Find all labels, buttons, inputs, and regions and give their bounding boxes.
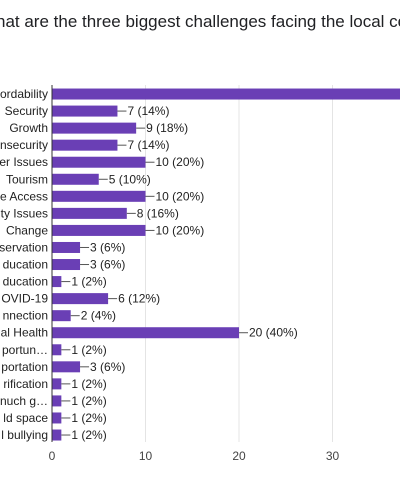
data-label: 3 (6%) xyxy=(90,240,125,254)
data-label: 3 (6%) xyxy=(90,258,125,272)
category-label: ducation xyxy=(3,258,48,272)
data-label: 1 (2%) xyxy=(71,343,106,357)
category-label: OVID-19 xyxy=(1,292,48,306)
bar xyxy=(52,156,146,168)
bar xyxy=(52,310,71,322)
bar xyxy=(52,293,109,305)
data-label: 3 (6%) xyxy=(90,360,125,374)
x-tick-label: 0 xyxy=(49,449,56,463)
category-label: Security xyxy=(5,104,48,118)
data-label: 20 (40%) xyxy=(249,326,298,340)
category-label: portun… xyxy=(2,343,48,357)
bar xyxy=(52,276,62,288)
category-label: portation xyxy=(1,360,48,374)
data-label: 10 (20%) xyxy=(156,155,205,169)
bar xyxy=(52,241,81,253)
bar xyxy=(52,395,62,407)
data-label: 2 (4%) xyxy=(81,309,116,323)
data-label: 7 (14%) xyxy=(127,138,169,152)
category-label: ordability xyxy=(0,87,48,101)
data-label: 1 (2%) xyxy=(71,377,106,391)
bar xyxy=(52,139,118,151)
category-label: l bullying xyxy=(1,428,48,442)
bar xyxy=(52,344,62,356)
category-label: ducation xyxy=(3,275,48,289)
data-label: 5 (10%) xyxy=(109,172,151,186)
category-label: ld space xyxy=(3,411,48,425)
bar xyxy=(52,207,127,219)
bar xyxy=(52,122,137,134)
bar xyxy=(52,361,81,373)
category-label: nuch g… xyxy=(0,394,48,408)
category-label: al Health xyxy=(1,326,48,340)
category-label: rification xyxy=(3,377,48,391)
data-label: 1 (2%) xyxy=(71,275,106,289)
bar xyxy=(52,105,118,117)
bar xyxy=(52,378,62,390)
bar xyxy=(52,327,239,339)
category-label: e Access xyxy=(0,189,48,203)
category-label: ty Issues xyxy=(1,206,48,220)
data-label: 7 (14%) xyxy=(127,104,169,118)
bar xyxy=(52,88,400,100)
category-label: nsecurity xyxy=(0,138,48,152)
data-label: 8 (16%) xyxy=(137,206,179,220)
chart-title: hat are the three biggest challenges fac… xyxy=(0,12,400,31)
bar xyxy=(52,224,146,236)
category-label: Growth xyxy=(9,121,48,135)
x-tick-label: 30 xyxy=(326,449,340,463)
category-label: servation xyxy=(0,240,48,254)
data-label: 9 (18%) xyxy=(146,121,188,135)
category-label: nnection xyxy=(3,309,48,323)
bar xyxy=(52,412,62,424)
bar xyxy=(52,429,62,441)
category-label: er Issues xyxy=(0,155,48,169)
category-label: Change xyxy=(6,223,48,237)
data-label: 1 (2%) xyxy=(71,428,106,442)
x-tick-label: 20 xyxy=(232,449,246,463)
x-tick-label: 10 xyxy=(139,449,153,463)
data-label: 1 (2%) xyxy=(71,394,106,408)
bar xyxy=(52,259,81,271)
data-label: 1 (2%) xyxy=(71,411,106,425)
bar xyxy=(52,190,146,202)
bar xyxy=(52,173,99,185)
data-label: 10 (20%) xyxy=(156,189,205,203)
data-label: 6 (12%) xyxy=(118,292,160,306)
category-label: Tourism xyxy=(6,172,48,186)
data-label: 10 (20%) xyxy=(156,223,205,237)
